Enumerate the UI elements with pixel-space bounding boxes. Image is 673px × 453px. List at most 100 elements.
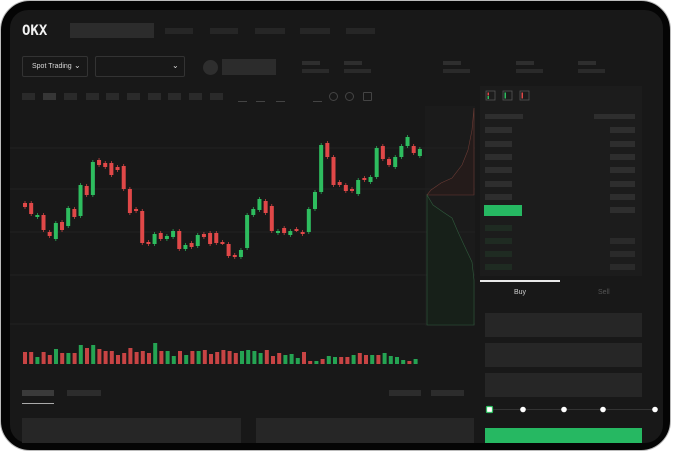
slider-step-50[interactable] xyxy=(561,406,567,413)
timeframe-button[interactable] xyxy=(64,93,77,100)
candle xyxy=(362,176,367,182)
nav-item[interactable] xyxy=(255,28,285,34)
timeframe-button[interactable] xyxy=(148,93,161,100)
volume-bar xyxy=(122,353,127,364)
volume-bar xyxy=(78,345,83,364)
candle-body xyxy=(343,185,348,191)
timeframe-button[interactable] xyxy=(106,93,119,100)
settings-icon[interactable] xyxy=(345,92,354,101)
candle-body xyxy=(195,235,200,246)
orderbook-both-icon[interactable] xyxy=(485,90,496,101)
volume-bar xyxy=(227,351,232,364)
spot-trading-label: Spot Trading xyxy=(32,63,72,70)
orderbook-bids-icon[interactable] xyxy=(502,90,513,101)
candle xyxy=(208,231,213,246)
filter-button[interactable] xyxy=(389,390,421,396)
candle xyxy=(66,206,71,228)
candle xyxy=(251,207,256,217)
ask-price xyxy=(485,167,512,173)
candle xyxy=(294,227,299,232)
slider-step-100[interactable] xyxy=(652,406,658,413)
candle xyxy=(387,157,392,167)
candle-body xyxy=(337,182,342,185)
candle xyxy=(189,241,194,249)
candle-body xyxy=(127,189,132,213)
candle xyxy=(134,207,139,213)
candle-body xyxy=(115,167,120,170)
nav-item[interactable] xyxy=(346,28,375,34)
volume-bar xyxy=(209,354,213,364)
timeframe-button[interactable] xyxy=(168,93,181,100)
okx-logo: OKX xyxy=(22,23,48,39)
nav-item[interactable] xyxy=(210,28,238,34)
filter-button[interactable] xyxy=(431,390,464,396)
timeframe-button[interactable] xyxy=(189,93,202,100)
candle-body xyxy=(294,229,299,231)
candle-body xyxy=(29,203,34,214)
slider-step-75[interactable] xyxy=(600,406,606,413)
candle xyxy=(214,231,219,245)
candle-body xyxy=(350,189,355,191)
buy-submit-button[interactable] xyxy=(485,428,642,443)
pair-selector[interactable]: ⌄ xyxy=(95,56,185,77)
candle xyxy=(319,143,324,194)
orders-card xyxy=(22,418,241,443)
candle-body xyxy=(368,177,373,182)
candle-body xyxy=(208,233,213,244)
stat-label xyxy=(443,61,461,65)
ask-amount xyxy=(610,167,635,173)
orders-tab[interactable] xyxy=(67,390,101,396)
search-bar[interactable] xyxy=(70,23,154,38)
volume-bar xyxy=(116,355,120,364)
timeframe-button[interactable] xyxy=(43,93,56,100)
volume-bar xyxy=(233,353,238,364)
slider-step-25[interactable] xyxy=(520,406,526,413)
candle-body xyxy=(275,231,280,233)
buy-tab[interactable]: Buy xyxy=(514,289,527,296)
nav-item[interactable] xyxy=(300,28,330,34)
sell-tab[interactable]: Sell xyxy=(598,289,610,296)
stat-label xyxy=(516,61,534,65)
indicator-icon[interactable] xyxy=(238,92,247,102)
bid-amount xyxy=(610,251,635,257)
orders-tab-active[interactable] xyxy=(22,390,54,396)
candle-body xyxy=(282,228,287,233)
slider-handle[interactable] xyxy=(485,405,494,414)
price-input[interactable] xyxy=(485,313,642,337)
draw-icon[interactable] xyxy=(313,92,322,102)
candle xyxy=(220,240,225,245)
volume-bar xyxy=(314,361,319,364)
spot-trading-selector[interactable]: Spot Trading ⌄ xyxy=(22,56,88,77)
ask-amount xyxy=(610,181,635,187)
candle-body xyxy=(380,146,385,159)
volume-bar xyxy=(221,350,226,364)
candle-body xyxy=(134,209,139,211)
volume-bar xyxy=(23,352,27,364)
volume-bar xyxy=(47,355,52,364)
orderbook-value xyxy=(610,207,635,213)
candle-body xyxy=(72,209,77,217)
volume-bar xyxy=(401,360,406,364)
chevron-down-icon: ⌄ xyxy=(74,61,81,70)
nav-item[interactable] xyxy=(165,28,193,34)
candle-body xyxy=(220,242,225,244)
candle xyxy=(35,213,40,219)
total-input[interactable] xyxy=(485,373,642,397)
candle xyxy=(140,209,145,245)
camera-icon[interactable] xyxy=(329,92,338,101)
timeframe-button[interactable] xyxy=(127,93,140,100)
amount-input[interactable] xyxy=(485,343,642,367)
candle-body xyxy=(387,159,392,165)
timeframe-button[interactable] xyxy=(86,93,99,100)
candle-body xyxy=(269,206,274,231)
timeframe-button[interactable] xyxy=(210,93,223,100)
timeframe-button[interactable] xyxy=(22,93,35,100)
fullscreen-icon[interactable] xyxy=(363,92,372,101)
candle xyxy=(201,232,206,239)
orderbook-asks-icon[interactable] xyxy=(519,90,530,101)
indicator-icon[interactable] xyxy=(256,92,265,102)
indicator-icon[interactable] xyxy=(276,92,285,102)
volume-bar xyxy=(302,352,306,364)
